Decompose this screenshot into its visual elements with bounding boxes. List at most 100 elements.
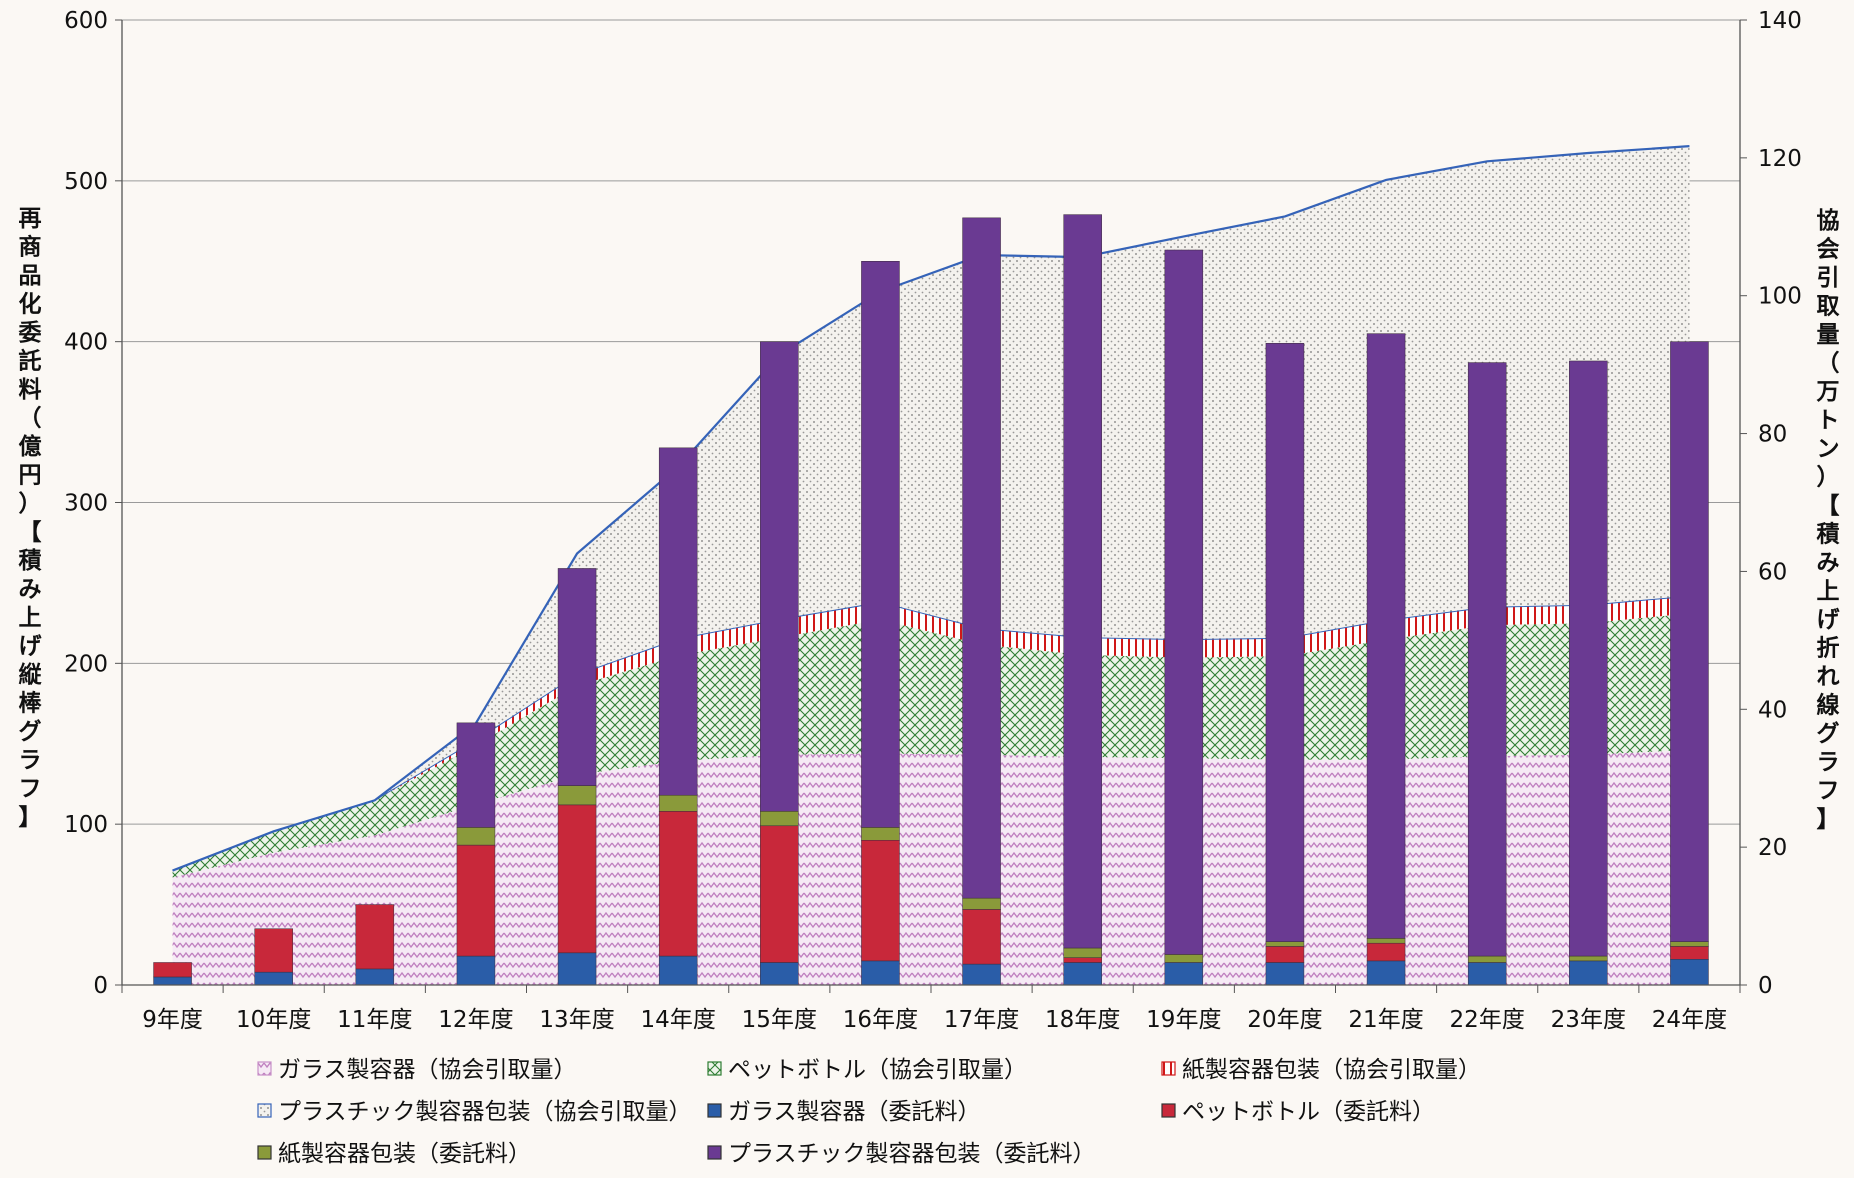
axis-label-char: 万 — [1817, 379, 1840, 405]
axis-label-char: ラ — [1817, 750, 1840, 776]
axis-label-char: げ — [1817, 607, 1841, 633]
bar-1 — [1063, 962, 1102, 986]
bar-1 — [1569, 960, 1608, 986]
axis-label-char: 】 — [19, 805, 42, 831]
x-axis-ticks: 9年度 10年度 11年度 12年度 13年度 14年度 15年度 16年度 17年度 18年度 1… — [121, 985, 1741, 1033]
right-axis-ticks: 0 20 40 60 80 100 120 140 — [1740, 8, 1802, 999]
axis-label-char: グ — [1817, 720, 1840, 747]
axis-label-char: グ — [19, 718, 42, 745]
x-tick-label: 13年度 — [539, 1007, 614, 1033]
area-2 — [172, 613, 1690, 878]
axis-label-char: ン — [1817, 436, 1840, 462]
x-tick-label: 16年度 — [843, 1007, 918, 1033]
bar-1 — [861, 960, 900, 986]
axis-label-char: 積 — [19, 548, 43, 574]
legend-label: ガラス製容器（委託料） — [728, 1099, 981, 1125]
legend-swatch — [1161, 1103, 1176, 1118]
axis-label-char: 託 — [19, 348, 42, 375]
axis-label-char: 縦 — [19, 662, 43, 688]
bar-3 — [1366, 938, 1406, 944]
axis-label-char: 積 — [1817, 522, 1841, 548]
area-4 — [172, 146, 1690, 871]
bar-1 — [1265, 962, 1305, 986]
bar-series — [153, 214, 1709, 986]
axis-label-char: 商 — [19, 234, 42, 261]
bar-4 — [1467, 362, 1507, 957]
axis-label-char: 取 — [1817, 294, 1840, 320]
area-series — [172, 145, 1690, 985]
bar-4 — [456, 722, 496, 828]
bar-2 — [962, 909, 1001, 965]
bar-3 — [1265, 941, 1305, 947]
x-tick-label: 9年度 — [142, 1007, 203, 1033]
legend-swatch — [257, 1145, 272, 1160]
bar-2 — [760, 825, 799, 963]
right-tick-label: 20 — [1758, 835, 1787, 861]
legend-swatch — [257, 1061, 272, 1076]
bar-3 — [1063, 947, 1102, 958]
right-tick-label: 80 — [1758, 422, 1787, 448]
x-tick-label: 11年度 — [337, 1007, 412, 1033]
legend-swatch — [1161, 1061, 1176, 1076]
bar-4 — [861, 261, 900, 828]
x-tick-label: 14年度 — [641, 1007, 716, 1033]
area-1 — [172, 749, 1690, 985]
axis-label-char: れ — [1817, 664, 1840, 690]
x-tick-label: 22年度 — [1450, 1007, 1525, 1033]
legend-label: 紙製容器包装（協会引取量） — [1182, 1057, 1481, 1083]
bar-2 — [557, 804, 597, 954]
axis-label-char: 品 — [19, 263, 42, 289]
left-tick-label: 400 — [64, 330, 108, 356]
bar-2 — [861, 840, 900, 962]
x-tick-label: 18年度 — [1045, 1007, 1120, 1033]
axis-label-char: フ — [1817, 778, 1840, 804]
legend: ガラス製容器（協会引取量） ペットボトル（協会引取量） 紙製容器包装（協会引取量） プ… — [257, 1057, 1481, 1167]
axis-label-char: ） — [19, 490, 42, 517]
axis-label-char: フ — [19, 776, 42, 802]
axis-label-char: 協 — [1817, 208, 1840, 234]
x-tick-label: 24年度 — [1652, 1007, 1727, 1033]
bar-3 — [1164, 954, 1204, 963]
bar-2 — [153, 962, 192, 978]
bar-4 — [1063, 214, 1102, 949]
bar-1 — [1164, 962, 1204, 986]
left-tick-label: 200 — [64, 651, 108, 677]
axis-label-char: 線 — [1817, 692, 1840, 719]
bar-4 — [1670, 341, 1709, 942]
bar-1 — [355, 968, 395, 986]
axis-label-char: ラ — [19, 748, 42, 774]
x-tick-label: 15年度 — [742, 1007, 817, 1033]
left-tick-label: 0 — [93, 973, 108, 999]
bar-2 — [355, 904, 395, 970]
axis-label-char: げ — [19, 634, 43, 660]
legend-swatch — [707, 1145, 722, 1160]
axis-label-char: 化 — [19, 291, 42, 318]
bar-1 — [254, 971, 293, 986]
bar-3 — [1569, 955, 1608, 962]
right-tick-label: 100 — [1758, 284, 1802, 310]
axis-label-char: 上 — [1817, 579, 1840, 605]
bar-1 — [557, 952, 597, 986]
bar-3 — [962, 897, 1001, 910]
paper-top-line — [172, 595, 1690, 872]
legend-swatch — [257, 1103, 272, 1118]
axis-label-char: 【 — [19, 520, 42, 546]
bar-3 — [1467, 955, 1507, 963]
bar-1 — [1467, 962, 1507, 986]
bar-3 — [456, 827, 496, 846]
x-tick-label: 23年度 — [1551, 1007, 1626, 1033]
area-3 — [172, 596, 1690, 871]
axis-label-char: み — [1817, 550, 1840, 576]
axis-label-char: み — [19, 577, 42, 603]
legend-label: プラスチック製容器包装（委託料） — [728, 1141, 1096, 1167]
legend-label: プラスチック製容器包装（協会引取量） — [278, 1099, 692, 1125]
bar-2 — [658, 811, 698, 957]
legend-label: ガラス製容器（協会引取量） — [278, 1057, 577, 1083]
bar-3 — [861, 827, 900, 841]
axis-label-char: 円 — [19, 463, 42, 489]
bar-1 — [456, 955, 496, 986]
x-tick-label: 21年度 — [1348, 1007, 1423, 1033]
bar-2 — [1265, 946, 1305, 963]
